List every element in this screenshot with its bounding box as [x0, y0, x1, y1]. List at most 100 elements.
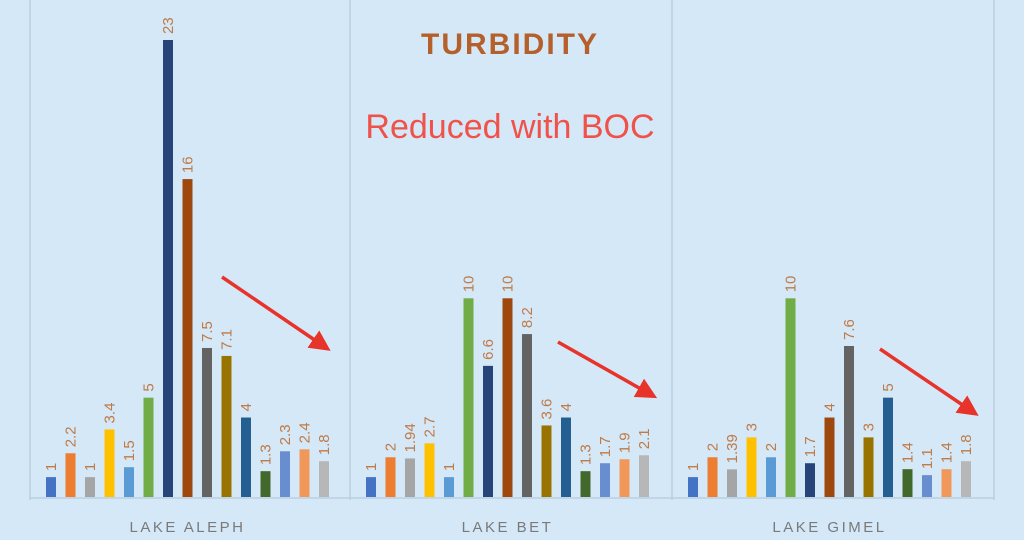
data-label-1-11: 1.3 — [578, 444, 595, 465]
bar-0-12 — [280, 451, 290, 497]
data-label-1-6: 6.6 — [480, 339, 497, 360]
data-label-2-8: 7.6 — [841, 319, 858, 340]
data-label-1-3: 2.7 — [422, 416, 439, 437]
bar-2-2 — [727, 469, 737, 497]
data-label-0-2: 1 — [82, 463, 99, 471]
bar-1-11 — [580, 471, 591, 497]
data-label-0-9: 7.1 — [219, 329, 236, 350]
trend-arrow-0 — [221, 275, 331, 351]
data-label-2-9: 3 — [861, 423, 878, 431]
bar-2-11 — [902, 469, 913, 497]
bar-2-8 — [844, 345, 854, 497]
data-label-2-14: 1.8 — [958, 434, 975, 455]
bar-1-2 — [405, 458, 415, 497]
data-label-2-4: 2 — [763, 443, 780, 451]
data-label-0-6: 23 — [160, 17, 177, 34]
data-label-1-8: 8.2 — [519, 307, 536, 328]
data-label-1-1: 2 — [383, 443, 400, 451]
data-label-0-8: 7.5 — [199, 321, 216, 342]
data-label-2-13: 1.4 — [939, 442, 956, 463]
bar-2-5 — [785, 298, 796, 497]
trend-arrows — [221, 275, 979, 416]
data-label-2-5: 10 — [783, 276, 800, 293]
bar-1-7 — [502, 298, 513, 497]
data-label-0-4: 1.5 — [121, 440, 138, 461]
data-label-2-12: 1.1 — [919, 448, 936, 469]
data-label-2-7: 4 — [822, 403, 839, 411]
data-label-1-14: 2.1 — [636, 428, 653, 449]
bar-0-14 — [319, 461, 329, 497]
data-label-2-11: 1.4 — [900, 442, 917, 463]
category-labels: LAKE ALEPH LAKE BET LAKE GIMEL — [130, 519, 886, 536]
data-label-1-13: 1.9 — [617, 432, 634, 453]
bar-0-9 — [221, 355, 232, 497]
bar-0-0 — [46, 477, 56, 497]
data-label-1-0: 1 — [363, 463, 380, 471]
bar-2-7 — [824, 417, 835, 497]
bar-0-8 — [202, 347, 212, 497]
bar-0-11 — [260, 471, 271, 497]
bar-2-6 — [805, 463, 815, 497]
panel-dividers — [29, 0, 995, 500]
data-label-2-1: 2 — [705, 443, 722, 451]
data-label-0-0: 1 — [43, 463, 60, 471]
data-label-2-2: 1.39 — [724, 434, 741, 463]
bar-1-6 — [483, 365, 493, 497]
data-label-1-9: 3.6 — [539, 399, 556, 420]
data-label-1-7: 10 — [500, 276, 517, 293]
bar-1-0 — [366, 477, 376, 497]
data-label-2-10: 5 — [880, 383, 897, 391]
data-label-1-4: 1 — [441, 463, 458, 471]
data-label-0-12: 2.3 — [277, 424, 294, 445]
bar-0-1 — [65, 453, 76, 497]
bar-0-5 — [143, 397, 154, 497]
bar-1-9 — [541, 425, 552, 497]
data-label-0-10: 4 — [238, 403, 255, 411]
bar-1-5 — [463, 298, 474, 497]
trend-arrow-1 — [557, 340, 658, 399]
data-label-0-13: 2.4 — [297, 422, 314, 443]
bar-2-14 — [961, 461, 971, 497]
bar-0-4 — [124, 467, 134, 497]
bar-0-6 — [163, 40, 173, 497]
bar-2-0 — [688, 477, 698, 497]
bar-1-1 — [385, 457, 396, 497]
chart-title: TURBIDITY — [421, 28, 599, 61]
data-label-0-1: 2.2 — [63, 426, 80, 447]
data-label-0-11: 1.3 — [258, 444, 275, 465]
data-label-0-14: 1.8 — [316, 434, 333, 455]
annotation-text: Reduced with BOC — [365, 108, 654, 146]
data-label-0-7: 16 — [180, 156, 197, 173]
bar-2-12 — [922, 475, 932, 497]
bar-0-3 — [104, 429, 115, 497]
data-label-1-5: 10 — [461, 276, 478, 293]
category-label-2: LAKE GIMEL — [772, 519, 886, 536]
data-label-0-3: 3.4 — [102, 403, 119, 424]
bar-1-3 — [424, 443, 435, 497]
category-label-0: LAKE ALEPH — [130, 519, 246, 536]
bar-2-4 — [766, 457, 776, 497]
bar-0-7 — [182, 179, 193, 497]
bar-1-8 — [522, 334, 532, 497]
data-label-2-6: 1.7 — [802, 436, 819, 457]
bar-1-10 — [561, 417, 571, 497]
trend-arrow-2 — [879, 347, 979, 416]
data-label-2-3: 3 — [744, 423, 761, 431]
data-label-0-5: 5 — [141, 383, 158, 391]
bar-0-2 — [85, 477, 95, 497]
data-label-1-10: 4 — [558, 403, 575, 411]
bar-2-10 — [883, 397, 893, 497]
bar-2-3 — [746, 437, 757, 497]
bar-2-9 — [863, 437, 874, 497]
bar-1-13 — [619, 459, 630, 497]
category-label-1: LAKE BET — [462, 519, 554, 536]
bar-group — [46, 40, 971, 497]
bar-0-10 — [241, 417, 251, 497]
data-label-1-12: 1.7 — [597, 436, 614, 457]
bar-1-4 — [444, 477, 454, 497]
bar-2-13 — [941, 469, 952, 497]
bar-2-1 — [707, 457, 718, 497]
